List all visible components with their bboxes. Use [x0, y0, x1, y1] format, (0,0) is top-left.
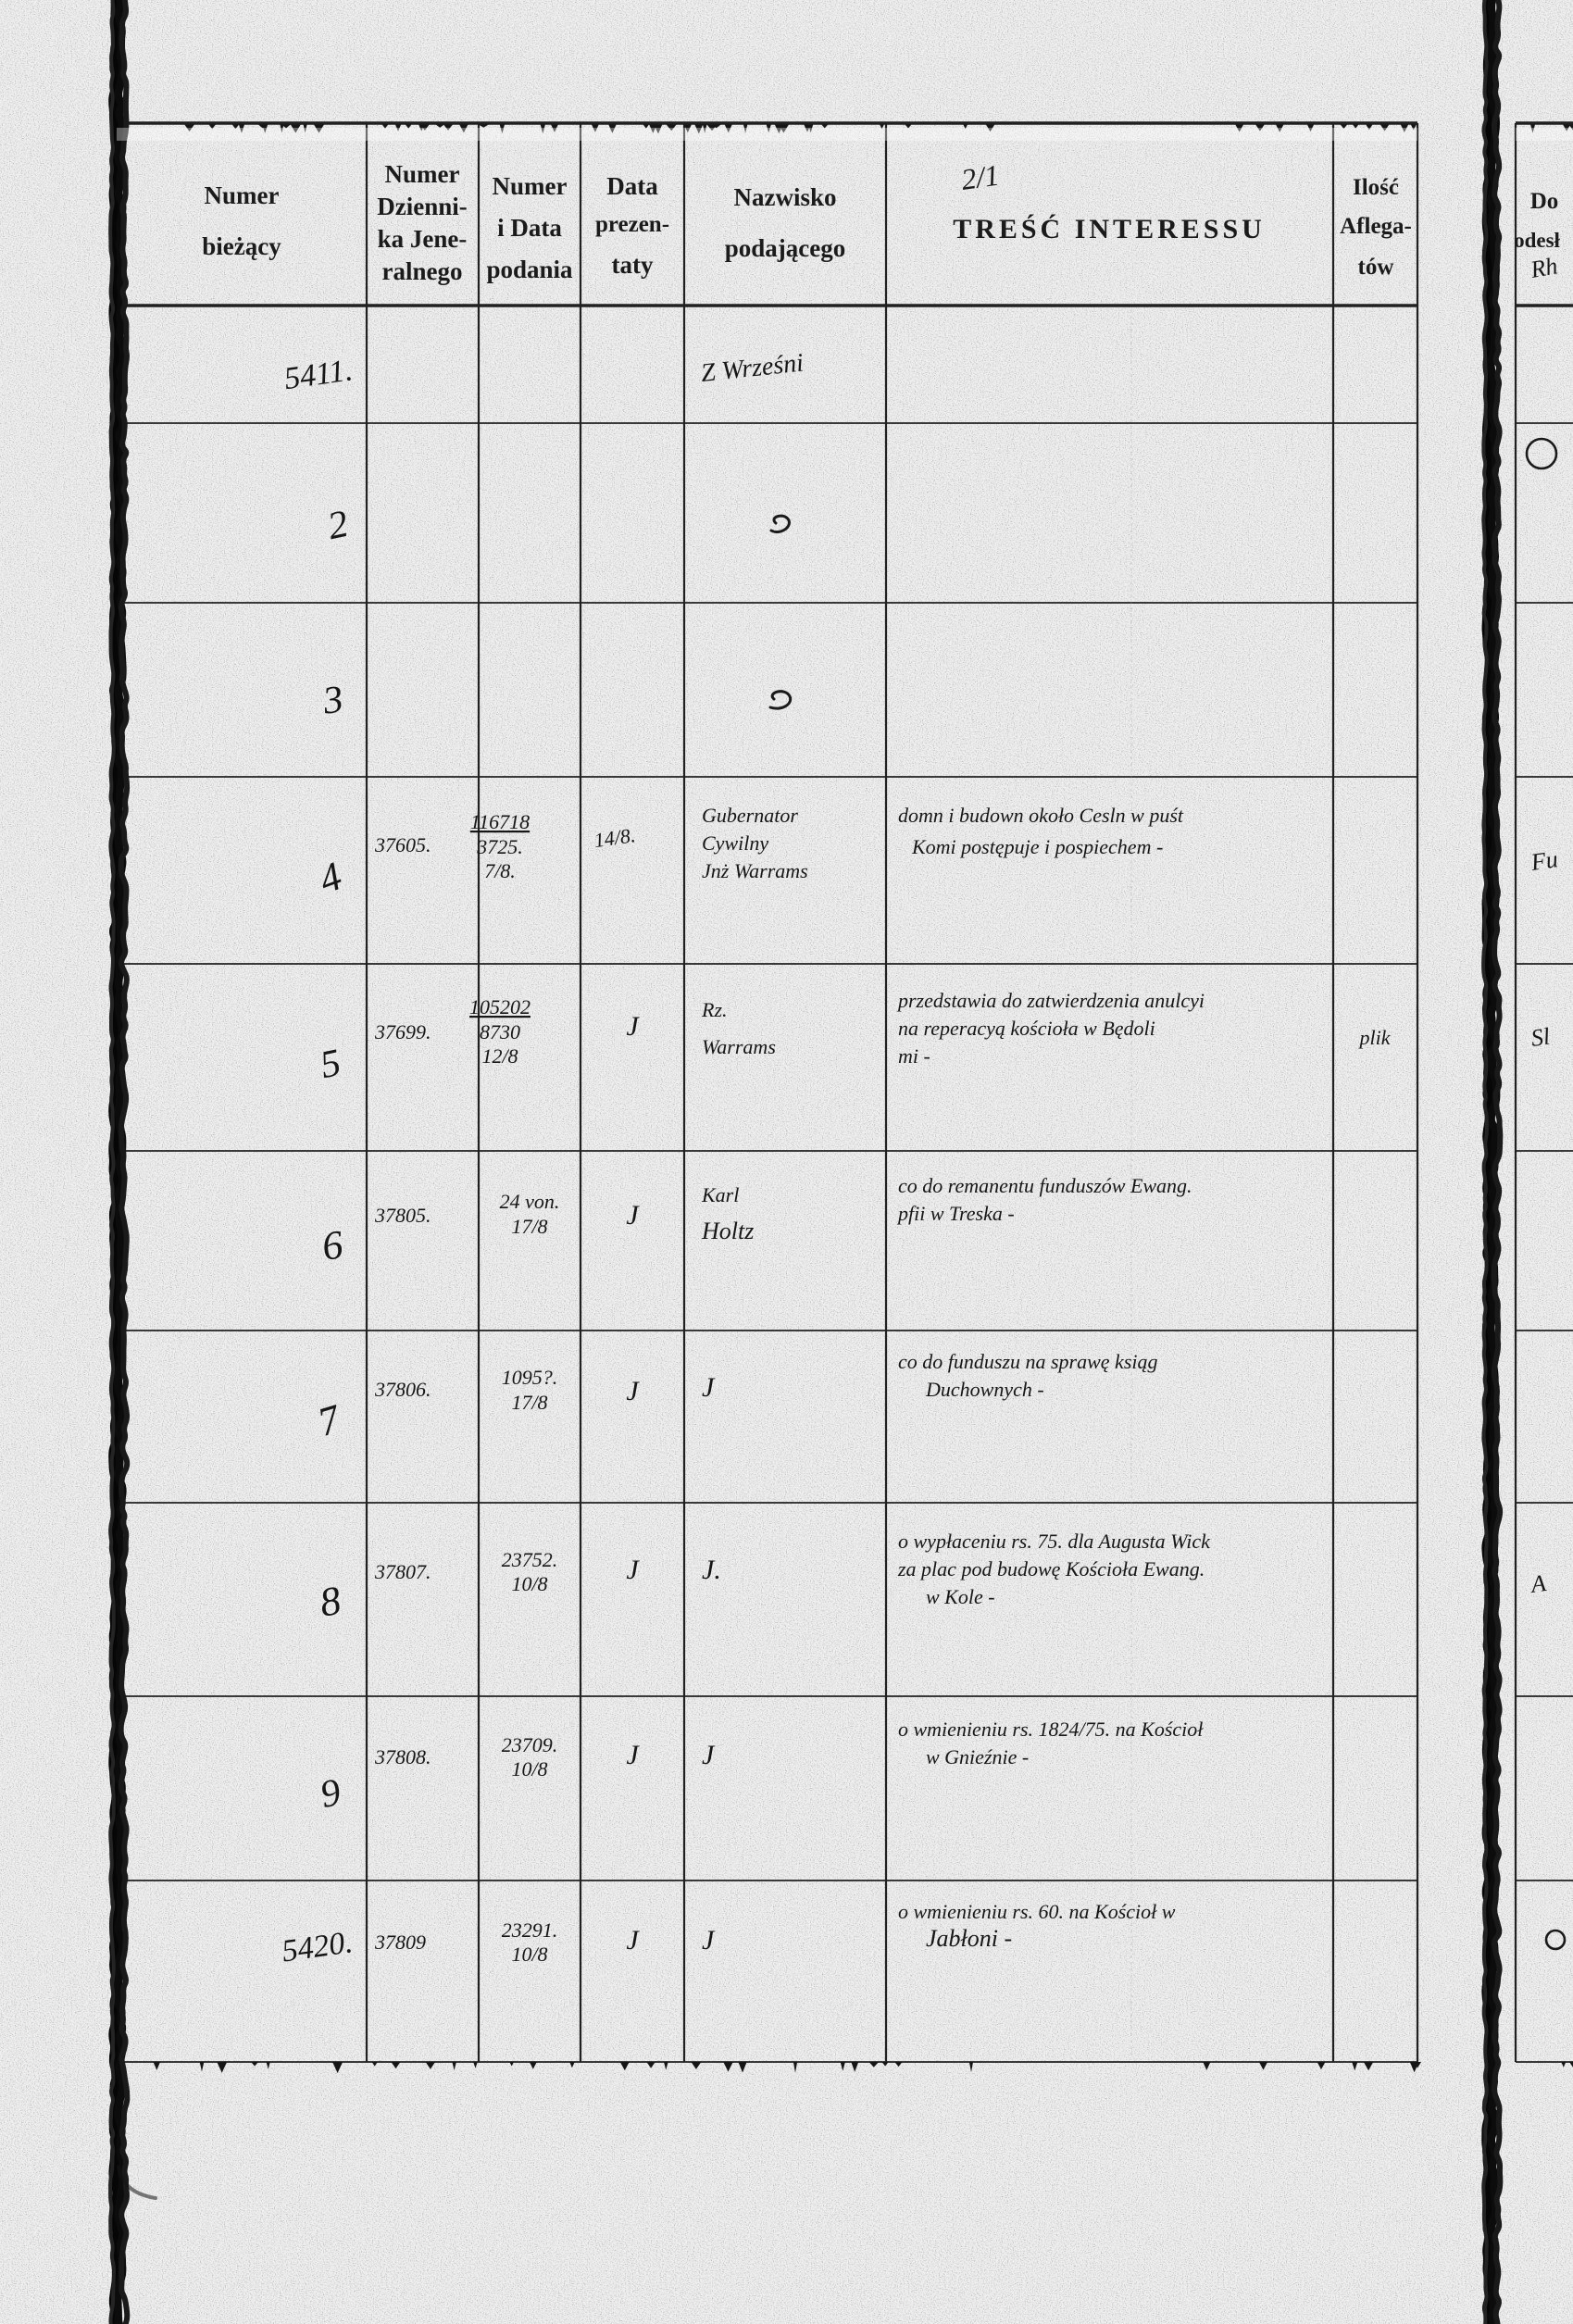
svg-text:bieżący: bieżący [202, 232, 281, 260]
svg-text:J: J [626, 1555, 640, 1585]
svg-text:Aflega-: Aflega- [1340, 214, 1412, 239]
svg-text:przedstawia do zatwierdzenia a: przedstawia do zatwierdzenia anulcyi [896, 989, 1205, 1012]
svg-text:za plac pod budowę Kościoła Ew: za plac pod budowę Kościoła Ewang. [897, 1557, 1205, 1581]
svg-text:o wypłaceniu rs. 75. dla Augus: o wypłaceniu rs. 75. dla Augusta Wick [898, 1530, 1211, 1553]
svg-text:tów: tów [1358, 255, 1394, 280]
svg-text:Numer: Numer [205, 181, 280, 209]
svg-text:Ilość: Ilość [1353, 175, 1399, 200]
svg-text:Cywilny: Cywilny [702, 831, 768, 855]
svg-text:Data: Data [606, 172, 658, 200]
svg-text:w Kole -: w Kole - [926, 1585, 995, 1608]
svg-text:Numer: Numer [385, 160, 460, 188]
svg-text:podającego: podającego [725, 234, 846, 262]
svg-text:J.: J. [702, 1555, 721, 1585]
svg-text:17/8: 17/8 [511, 1391, 547, 1414]
svg-text:17/8: 17/8 [511, 1215, 547, 1238]
svg-text:37806.: 37806. [374, 1378, 431, 1401]
svg-text:116718: 116718 [470, 810, 530, 833]
svg-text:domn i budown około Cesln w pu: domn i budown około Cesln w puśt [898, 804, 1184, 827]
svg-text:co do funduszu na sprawę ksiąg: co do funduszu na sprawę ksiąg [898, 1350, 1158, 1373]
svg-text:37809: 37809 [374, 1930, 426, 1954]
svg-text:w Gnieźnie -: w Gnieźnie - [926, 1745, 1029, 1768]
svg-text:Nazwisko: Nazwisko [733, 183, 836, 211]
svg-text:37699.: 37699. [374, 1020, 431, 1043]
svg-text:12/8: 12/8 [481, 1044, 518, 1068]
svg-text:Jnż Warrams: Jnż Warrams [702, 859, 808, 882]
svg-text:TREŚĆ INTERESSU: TREŚĆ INTERESSU [953, 214, 1266, 244]
svg-text:J: J [702, 1372, 716, 1403]
svg-text:i Data: i Data [497, 214, 562, 242]
svg-text:23291.: 23291. [502, 1918, 558, 1942]
svg-text:23752.: 23752. [502, 1548, 558, 1571]
svg-text:1095?.: 1095?. [502, 1366, 558, 1389]
svg-text:J: J [626, 1200, 640, 1231]
svg-text:o wmienieniu rs. 60. na Kościo: o wmienieniu rs. 60. na Kościoł w [898, 1900, 1176, 1923]
svg-text:23709.: 23709. [502, 1733, 558, 1756]
svg-text:J: J [626, 1011, 640, 1042]
svg-text:Rh: Rh [1528, 252, 1559, 283]
svg-text:105202: 105202 [469, 995, 531, 1018]
svg-text:J: J [626, 1740, 640, 1770]
svg-text:prezen-: prezen- [595, 212, 669, 237]
svg-text:taty: taty [612, 251, 654, 279]
svg-text:37605.: 37605. [374, 833, 431, 856]
svg-text:10/8: 10/8 [511, 1572, 547, 1595]
svg-text:37807.: 37807. [374, 1560, 431, 1583]
svg-text:plik: plik [1358, 1026, 1392, 1049]
svg-text:co do remanentu funduszów Ewan: co do remanentu funduszów Ewang. [898, 1174, 1192, 1197]
svg-text:8730: 8730 [480, 1020, 520, 1043]
svg-text:Gubernator: Gubernator [702, 804, 798, 827]
svg-text:7/8.: 7/8. [484, 859, 516, 882]
svg-text:Rz.: Rz. [701, 998, 728, 1021]
svg-text:ralnego: ralnego [382, 257, 463, 285]
svg-text:J: J [626, 1376, 640, 1406]
svg-text:J: J [702, 1740, 716, 1770]
svg-text:Do: Do [1530, 189, 1559, 214]
svg-text:37805.: 37805. [374, 1204, 431, 1227]
svg-text:Jabłoni -: Jabłoni - [926, 1925, 1012, 1952]
svg-text:Dzienni-: Dzienni- [377, 193, 468, 220]
svg-text:pfii w Treska -: pfii w Treska - [896, 1202, 1015, 1225]
svg-text:10/8: 10/8 [511, 1757, 547, 1780]
svg-text:mi -: mi - [898, 1044, 930, 1068]
svg-text:na reperacyą kościoła w Będoli: na reperacyą kościoła w Będoli [898, 1017, 1155, 1040]
svg-text:Fu: Fu [1529, 845, 1560, 876]
svg-text:o wmienieniu rs. 1824/75. na K: o wmienieniu rs. 1824/75. na Kościoł [898, 1718, 1204, 1741]
svg-text:Duchownych -: Duchownych - [925, 1378, 1044, 1401]
svg-text:Warrams: Warrams [702, 1035, 776, 1058]
svg-text:odesł: odesł [1514, 229, 1560, 252]
svg-text:J: J [702, 1925, 716, 1955]
svg-text:2/1: 2/1 [959, 158, 1002, 196]
svg-text:10/8: 10/8 [511, 1943, 547, 1966]
svg-text:Sl: Sl [1529, 1022, 1552, 1052]
svg-text:podania: podania [486, 256, 573, 283]
svg-text:ka Jene-: ka Jene- [378, 225, 468, 253]
svg-text:Numer: Numer [493, 172, 568, 200]
svg-text:Komi postępuje i pospiechem -: Komi postępuje i pospiechem - [911, 835, 1163, 858]
svg-text:J: J [626, 1925, 640, 1955]
svg-text:24 von.: 24 von. [500, 1190, 560, 1213]
svg-text:Holtz: Holtz [701, 1218, 754, 1244]
svg-text:Karl: Karl [701, 1183, 739, 1206]
svg-text:3725.: 3725. [476, 835, 523, 858]
svg-text:37808.: 37808. [374, 1745, 431, 1768]
